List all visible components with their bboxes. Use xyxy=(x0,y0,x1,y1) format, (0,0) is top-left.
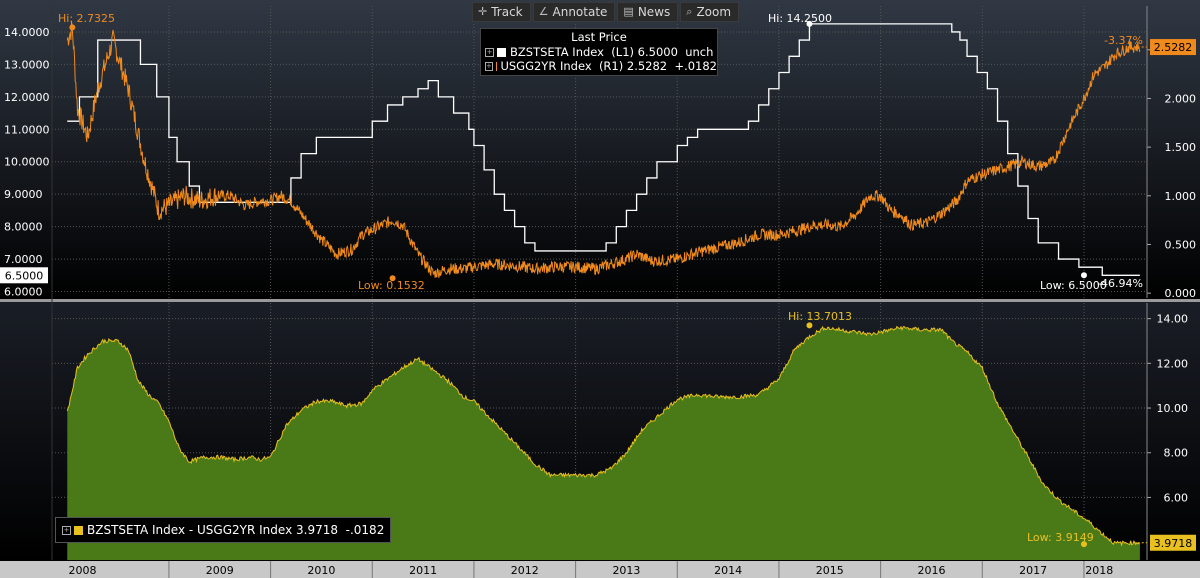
ust2y-line xyxy=(66,21,1141,278)
y-tick-label-left: 11.0000 xyxy=(4,123,50,136)
y-tick-label-right: 8.00 xyxy=(1164,447,1189,460)
pct-change-selic: -46.94% xyxy=(1097,277,1143,290)
last-value-tag-selic: 6.5000 xyxy=(5,269,44,282)
x-tick-label: 2016 xyxy=(917,564,945,577)
hi-marker-spread xyxy=(806,322,813,329)
legend-swatch-spread xyxy=(74,525,83,535)
upper-series xyxy=(66,21,1141,278)
legend-row-selic[interactable]: + BZSTSETA Index (L1) 6.5000 unch xyxy=(481,45,717,59)
pct-change-ust2y: -3.37% xyxy=(1104,34,1143,47)
hi-label-ust2y: Hi: 2.7325 xyxy=(58,12,115,25)
track-label: Track xyxy=(491,5,523,19)
legend-series-value: 2.5282 xyxy=(626,59,668,73)
x-tick-label: 2010 xyxy=(307,564,335,577)
low-marker-spread xyxy=(1080,541,1087,548)
spread-fill xyxy=(67,326,1140,560)
y-tick-label-right: 14.00 xyxy=(1157,313,1189,326)
legend-series-axis: (L1) xyxy=(611,45,634,59)
zoom-label: Zoom xyxy=(696,5,732,19)
y-tick-label-right: 1.500 xyxy=(1165,141,1197,154)
y-tick-label-left: 6.0000 xyxy=(4,286,43,299)
low-label-ust2y: Low: 0.1532 xyxy=(358,279,425,292)
y-tick-label-right: 6.00 xyxy=(1164,491,1189,504)
hi-label-selic: Hi: 14.2500 xyxy=(768,12,832,25)
y-tick-label-left: 12.0000 xyxy=(4,91,50,104)
y-tick-label-left: 13.0000 xyxy=(4,58,50,71)
y-tick-label-left: 14.0000 xyxy=(4,26,50,39)
x-tick-label: 2018 xyxy=(1085,564,1113,577)
panel-divider[interactable] xyxy=(0,299,1200,302)
legend-series-axis: (R1) xyxy=(598,59,624,73)
x-tick-label: 2015 xyxy=(816,564,844,577)
pencil-icon: ∠ xyxy=(538,5,549,18)
legend-series-name: BZSTSETA Index - USGG2YR Index xyxy=(87,523,293,537)
news-button[interactable]: ▤ News xyxy=(617,2,679,22)
low-label-spread: Low: 3.9149 xyxy=(1027,531,1094,544)
x-axis-bar xyxy=(0,561,1200,578)
x-tick-label: 2013 xyxy=(612,564,640,577)
hi-marker-selic xyxy=(806,20,813,27)
last-value-tag-ust2y-bg xyxy=(1150,39,1196,56)
legend-swatch-ust2y xyxy=(495,61,497,71)
y-tick-label-left: 8.0000 xyxy=(4,221,43,234)
legend-series-name: BZSTSETA Index xyxy=(510,45,604,59)
legend-series-change: -.0182 xyxy=(345,523,385,537)
legend-series-value: 3.9718 xyxy=(296,523,338,537)
last-value-tag-ust2y: 2.5282 xyxy=(1154,41,1193,54)
low-marker-selic xyxy=(1080,272,1087,279)
spread-line xyxy=(66,325,1141,547)
last-value-tag-selic-bg xyxy=(0,267,48,284)
x-tick-label: 2012 xyxy=(511,564,539,577)
x-tick-label: 2011 xyxy=(409,564,437,577)
y-tick-label-right: 1.000 xyxy=(1165,190,1197,203)
newspaper-icon: ▤ xyxy=(623,5,634,18)
y-tick-label-right: 2.000 xyxy=(1165,92,1197,105)
hi-marker-ust2y xyxy=(69,24,76,31)
legend-row-ust2y[interactable]: + USGG2YR Index (R1) 2.5282 +.0182 xyxy=(481,59,717,73)
legend-swatch-selic xyxy=(497,47,506,57)
low-marker-ust2y xyxy=(389,275,396,282)
low-label-selic: Low: 6.5000 xyxy=(1040,279,1107,292)
zoom-button[interactable]: ⌕ Zoom xyxy=(680,2,740,22)
expand-icon[interactable]: + xyxy=(62,525,71,535)
x-tick-label: 2009 xyxy=(206,564,234,577)
y-tick-label-right: 0.000 xyxy=(1165,287,1197,300)
expand-icon[interactable]: + xyxy=(485,47,494,57)
x-tick-label: 2008 xyxy=(69,564,97,577)
annotate-label: Annotate xyxy=(552,5,608,19)
last-value-tag-spread-bg xyxy=(1150,534,1196,551)
x-tick-label: 2014 xyxy=(714,564,742,577)
y-tick-label-right: 0.500 xyxy=(1165,238,1197,251)
y-tick-label-left: 7.0000 xyxy=(4,253,43,266)
y-tick-label-left: 9.0000 xyxy=(4,188,43,201)
legend-series-change: +.0182 xyxy=(674,59,717,73)
hi-label-spread: Hi: 13.7013 xyxy=(788,310,852,323)
y-tick-label-right: 10.00 xyxy=(1157,402,1189,415)
x-tick-label: 2017 xyxy=(1019,564,1047,577)
last-value-tag-spread: 3.9718 xyxy=(1154,537,1193,550)
magnifier-icon: ⌕ xyxy=(686,5,693,18)
legend-bottom[interactable]: + BZSTSETA Index - USGG2YR Index 3.9718 … xyxy=(55,517,392,543)
legend-series-value: 6.5000 xyxy=(637,45,678,59)
news-label: News xyxy=(637,5,671,19)
legend-header: Last Price xyxy=(571,30,627,44)
annotations: Hi: 2.7325 Hi: 14.2500 Low: 0.1532 Low: 6.5… xyxy=(58,12,1147,548)
legend-series-name: USGG2YR Index xyxy=(500,59,592,73)
legend-top[interactable]: Last Price + BZSTSETA Index (L1) 6.5000 … xyxy=(480,28,718,76)
spread-area xyxy=(66,325,1141,560)
legend-series-change: unch xyxy=(685,45,714,59)
y-tick-label-right: 12.00 xyxy=(1157,357,1189,370)
crosshair-icon: ✛ xyxy=(478,5,488,18)
annotate-button[interactable]: ∠ Annotate xyxy=(532,2,616,22)
track-button[interactable]: ✛ Track xyxy=(472,2,531,22)
chart-toolbar: ✛ Track ∠ Annotate ▤ News ⌕ Zoom xyxy=(472,2,740,22)
selic-line xyxy=(67,23,1140,276)
expand-icon[interactable]: + xyxy=(485,61,493,71)
y-tick-label-left: 10.0000 xyxy=(4,156,50,169)
